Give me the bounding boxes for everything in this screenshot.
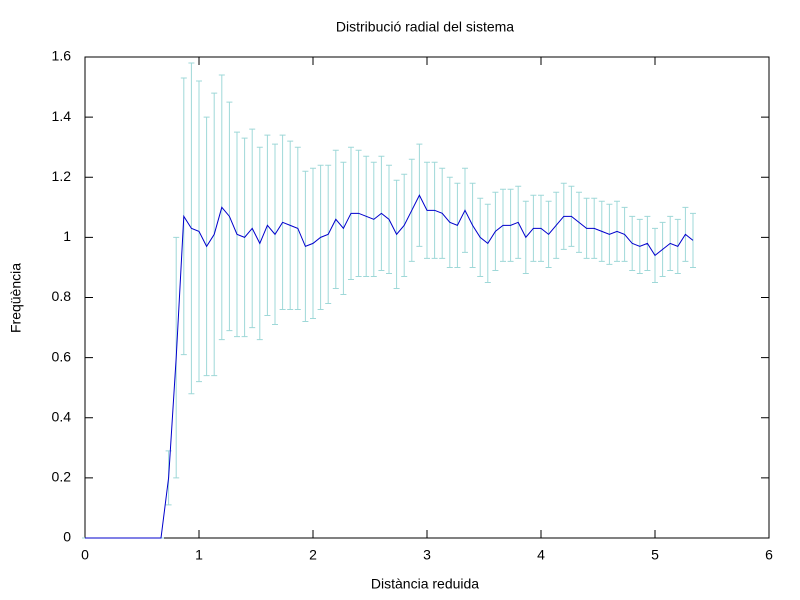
y-tick-label: 1.6: [52, 48, 72, 64]
y-tick-label: 0.4: [52, 408, 72, 424]
x-tick-label: 4: [537, 547, 545, 563]
x-tick-label: 5: [651, 547, 659, 563]
y-tick-label: 0.6: [52, 348, 72, 364]
y-tick-label: 0: [63, 529, 71, 545]
x-tick-label: 0: [81, 547, 89, 563]
x-tick-label: 3: [423, 547, 431, 563]
y-tick-label: 1.4: [52, 108, 72, 124]
y-tick-label: 1: [63, 228, 71, 244]
y-tick-label: 1.2: [52, 168, 72, 184]
x-tick-label: 1: [195, 547, 203, 563]
x-tick-label: 2: [309, 547, 317, 563]
chart-title: Distribució radial del sistema: [336, 19, 514, 35]
plot-frame: [84, 56, 770, 539]
y-tick-label: 0.2: [52, 469, 72, 485]
x-tick-label: 6: [765, 547, 773, 563]
y-axis-label: Freqüència: [8, 263, 24, 333]
data-line: [85, 194, 694, 539]
y-tick-label: 0.8: [52, 288, 72, 304]
x-axis-label: Distància reduida: [371, 576, 479, 592]
